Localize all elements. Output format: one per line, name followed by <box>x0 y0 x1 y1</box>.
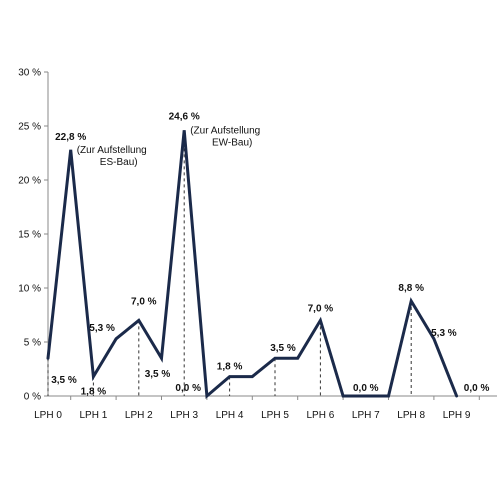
x-tick-label: LPH 0 <box>34 410 62 421</box>
x-tick-label: LPH 3 <box>170 410 198 421</box>
data-labels: 3,5 % 22,8 % 1,8 % 5,3 % 7,0 % 3,5 % 24,6 % 0,0… <box>51 111 489 397</box>
annotation-line: EW-Bau) <box>212 137 252 148</box>
data-label: 3,5 % <box>51 375 77 386</box>
data-label: 0,0 % <box>353 383 379 394</box>
data-label: 1,8 % <box>217 362 243 373</box>
annotation-line: (Zur Aufstellung <box>77 145 147 156</box>
x-tick-label: LPH 9 <box>443 410 471 421</box>
x-tick-label: LPH 2 <box>125 410 153 421</box>
data-label: 7,0 % <box>308 303 334 314</box>
data-label: 5,3 % <box>431 328 457 339</box>
data-label: 24,6 % <box>169 111 200 122</box>
x-tick-label: LPH 4 <box>216 410 244 421</box>
data-label: 5,3 % <box>89 323 115 334</box>
data-label: 7,0 % <box>131 296 157 307</box>
y-tick-label: 25 % <box>18 122 41 133</box>
x-tick-label: LPH 5 <box>261 410 289 421</box>
series <box>46 130 459 400</box>
data-label: 8,8 % <box>398 283 424 294</box>
y-tick-label: 15 % <box>18 230 41 241</box>
x-tick-label: LPH 7 <box>352 410 380 421</box>
data-label: 3,5 % <box>270 343 296 354</box>
data-label: 1,8 % <box>81 387 107 398</box>
drop-lines <box>47 130 412 396</box>
data-label: 3,5 % <box>145 369 171 380</box>
x-tick-label: LPH 8 <box>397 410 425 421</box>
y-tick-label: 0 % <box>24 392 41 403</box>
data-label: 22,8 % <box>55 132 86 143</box>
data-label: 0,0 % <box>175 383 201 394</box>
annotation-line: (Zur Aufstellung <box>190 125 260 136</box>
y-tick-label: 10 % <box>18 284 41 295</box>
data-label: 0,0 % <box>464 383 490 394</box>
x-tick-label: LPH 6 <box>307 410 335 421</box>
series-line <box>46 130 459 400</box>
annotation-line: ES-Bau) <box>100 157 138 168</box>
x-axis: LPH 0 LPH 1 LPH 2 LPH 3 LPH 4 LPH 5 LPH 6 LPH 7… <box>34 395 497 421</box>
y-tick-label: 20 % <box>18 176 41 187</box>
y-tick-label: 30 % <box>18 68 41 79</box>
y-axis: 0 % 5 % 10 % 15 % 20 % 25 % 30 % <box>18 68 49 403</box>
x-tick-label: LPH 1 <box>80 410 108 421</box>
y-tick-label: 5 % <box>24 338 41 349</box>
